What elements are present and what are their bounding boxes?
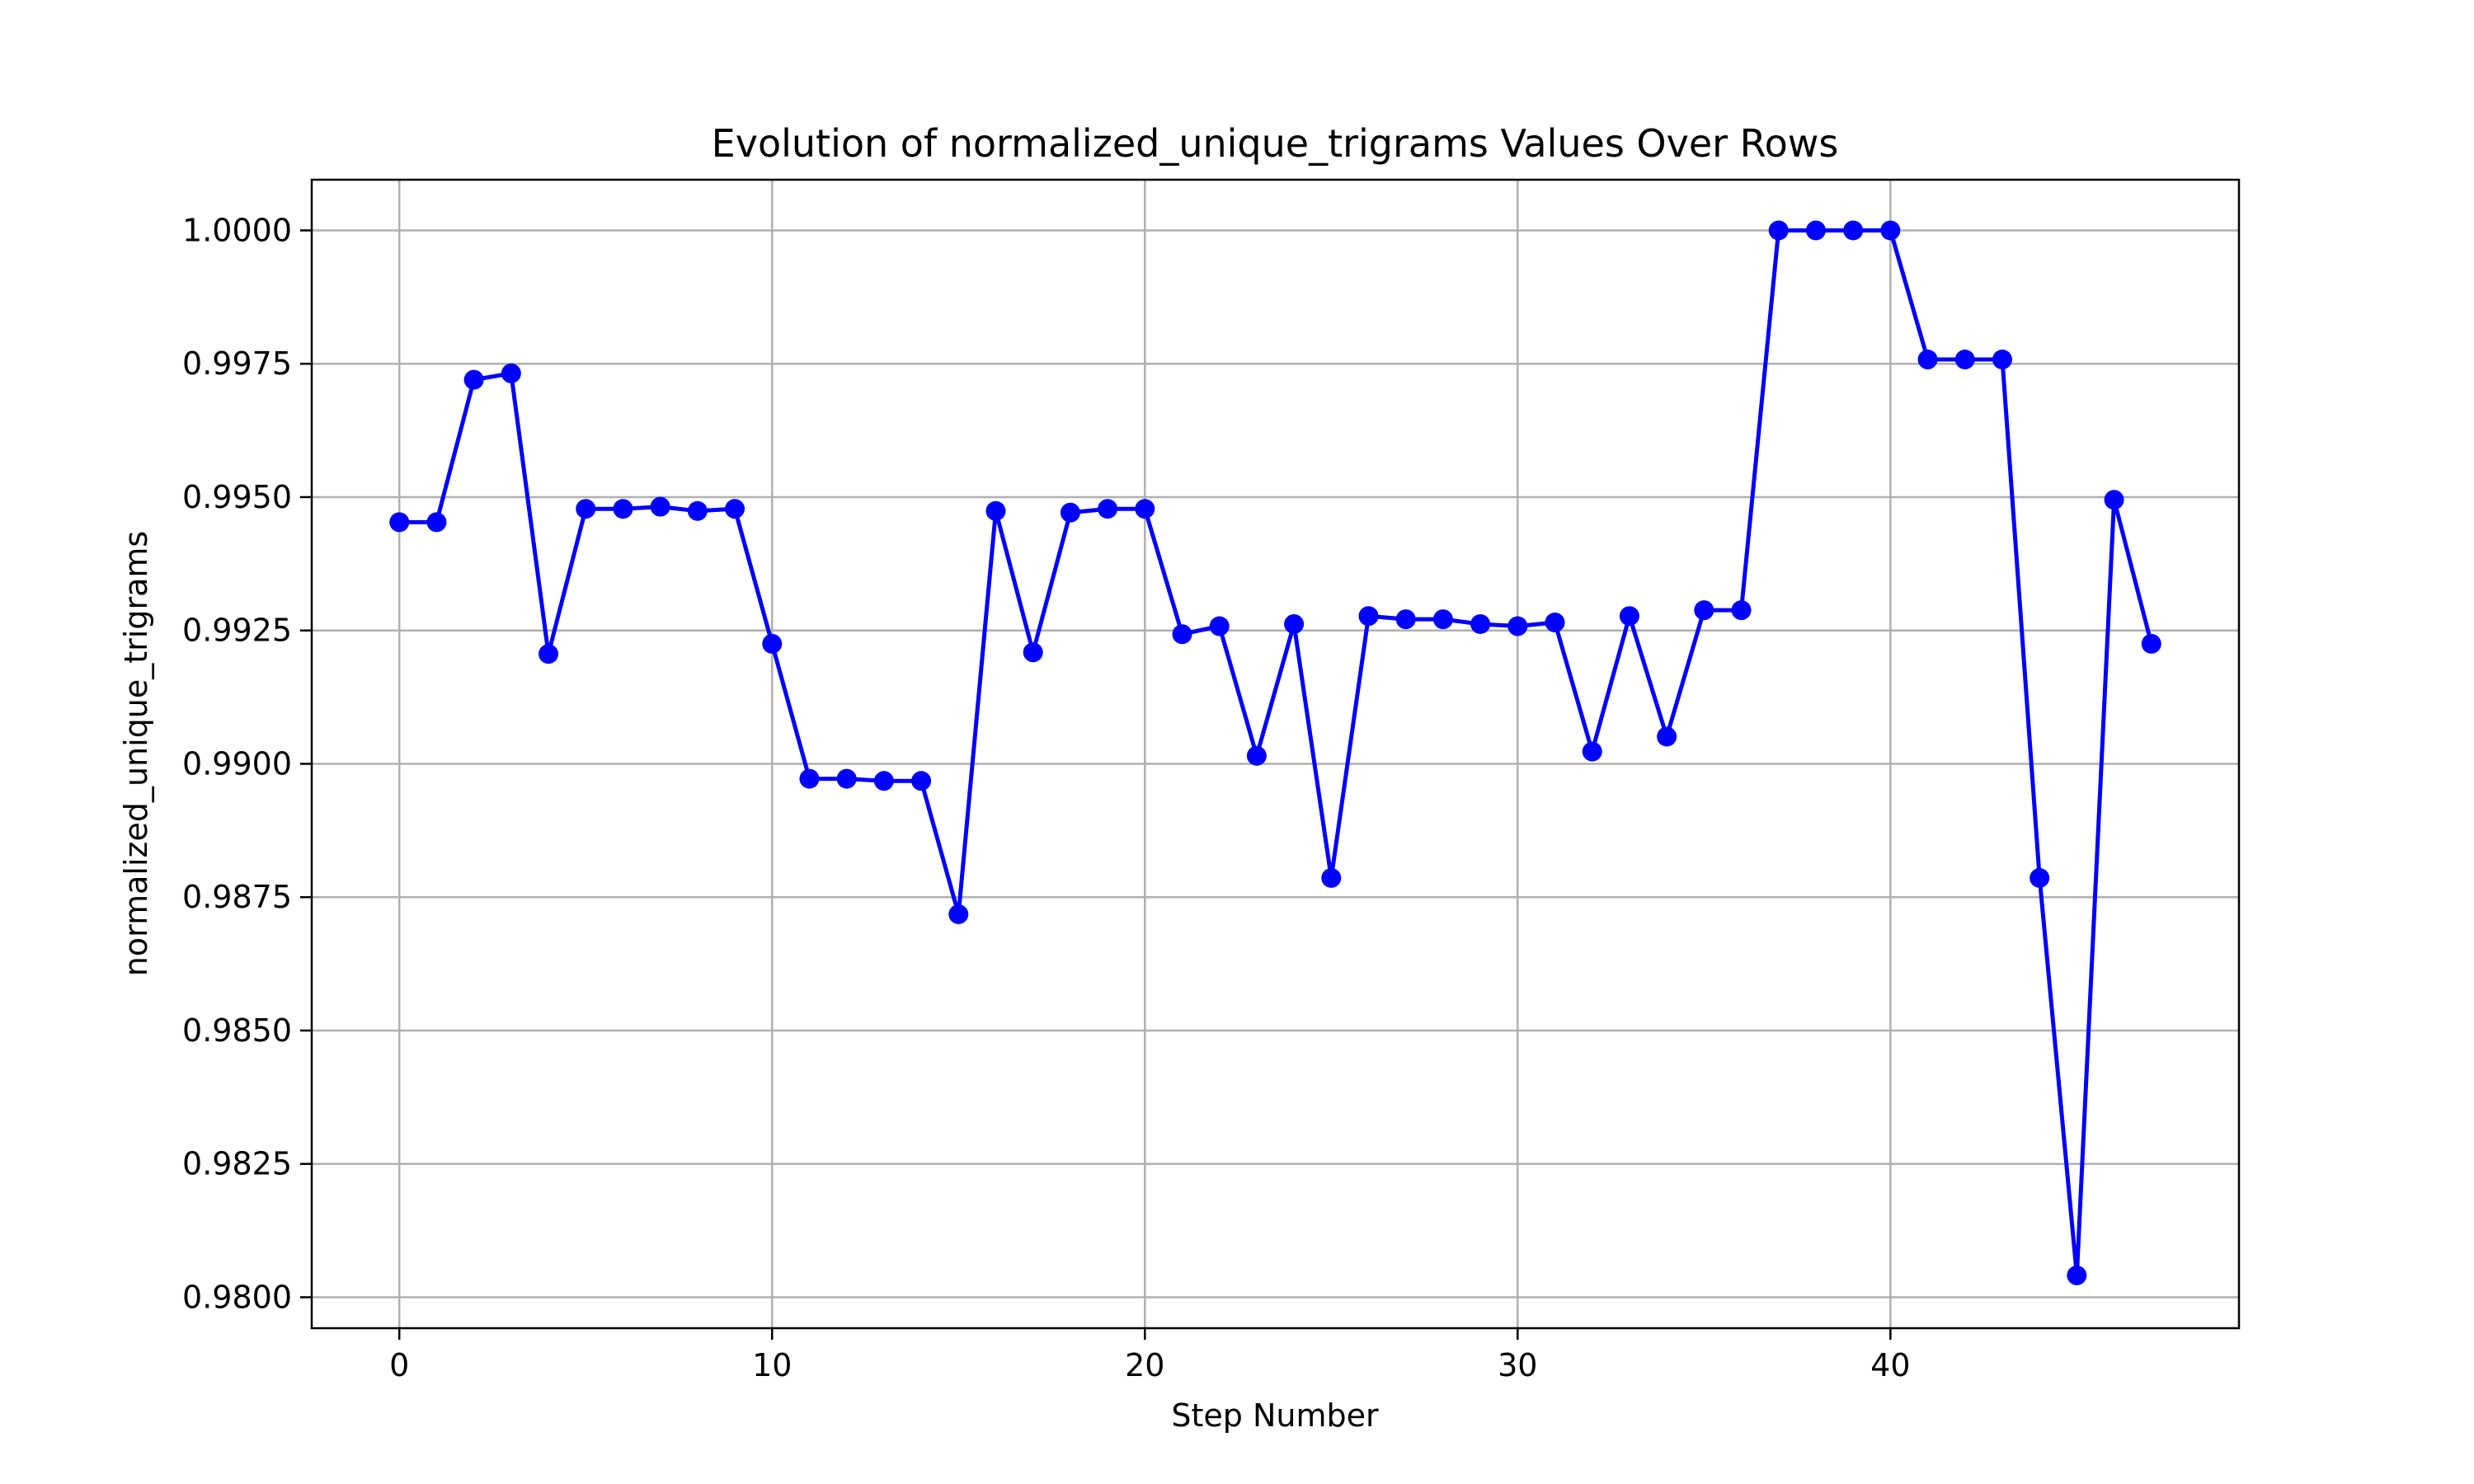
data-point	[650, 496, 670, 517]
data-point	[873, 771, 894, 791]
data-point	[1880, 220, 1901, 241]
data-point	[1135, 499, 1155, 519]
data-point	[2067, 1265, 2087, 1285]
grid	[312, 180, 2239, 1328]
data-point	[1619, 606, 1639, 627]
data-point	[1321, 867, 1342, 888]
data-point	[911, 771, 932, 791]
data-point	[799, 768, 820, 789]
x-tick-label: 10	[752, 1347, 792, 1383]
data-point	[613, 499, 633, 519]
y-tick-label: 0.9800	[182, 1279, 292, 1315]
data-point	[389, 512, 410, 533]
data-point	[1432, 609, 1453, 630]
y-tick-label: 0.9925	[182, 613, 292, 649]
data-point	[2030, 867, 2050, 888]
chart-title: Evolution of normalized_unique_trigrams …	[712, 121, 1839, 166]
y-tick-label: 0.9975	[182, 345, 292, 382]
data-point	[1694, 600, 1714, 621]
data-point	[1545, 613, 1565, 633]
data-point	[426, 512, 447, 533]
data-point	[948, 904, 969, 924]
x-tick-label: 0	[389, 1347, 409, 1383]
data-point	[1992, 350, 2012, 370]
data-point	[1209, 616, 1230, 636]
data-point	[985, 500, 1006, 521]
data-point	[687, 500, 708, 521]
y-tick-label: 0.9875	[182, 879, 292, 915]
data-point	[539, 644, 559, 665]
data-point	[1023, 642, 1043, 663]
data-point	[1470, 613, 1491, 634]
data-point	[1395, 609, 1416, 630]
x-tick-label: 30	[1498, 1347, 1537, 1383]
data-point	[762, 633, 783, 654]
plot-area-frame	[310, 178, 2241, 1330]
data-point	[2141, 633, 2161, 654]
y-tick-label: 0.9900	[182, 745, 292, 782]
data-point	[1768, 220, 1789, 241]
x-tick-label: 40	[1870, 1347, 1910, 1383]
data-point	[1507, 616, 1528, 636]
data-point	[1172, 624, 1192, 645]
data-point	[1731, 600, 1752, 621]
axis-ticks: 0 10 20 30 40 0.9800 0.9825 0.9850 0.9875 0.9900 0…	[182, 212, 1910, 1383]
data-point	[1657, 726, 1677, 747]
data-point	[1060, 502, 1080, 523]
data-series	[389, 220, 2161, 1285]
y-tick-label: 1.0000	[182, 212, 292, 248]
data-point	[1358, 606, 1379, 627]
x-tick-label: 20	[1125, 1347, 1164, 1383]
data-point	[725, 499, 745, 519]
data-point	[1582, 741, 1602, 762]
data-point	[1246, 745, 1267, 766]
x-axis-label: Step Number	[1171, 1397, 1379, 1434]
data-point	[501, 363, 521, 383]
y-tick-label: 0.9825	[182, 1146, 292, 1182]
y-axis-label: normalized_unique_trigrams	[118, 531, 154, 976]
data-point	[1917, 350, 1938, 370]
data-point	[1098, 499, 1118, 519]
data-point	[576, 499, 596, 519]
data-point	[1843, 220, 1864, 241]
data-point	[1284, 613, 1305, 634]
data-point	[2104, 490, 2124, 510]
data-point	[1954, 350, 1975, 370]
y-tick-label: 0.9850	[182, 1012, 292, 1049]
data-point	[1805, 220, 1826, 241]
data-point	[836, 768, 857, 789]
data-point	[463, 369, 484, 390]
y-tick-label: 0.9950	[182, 479, 292, 515]
